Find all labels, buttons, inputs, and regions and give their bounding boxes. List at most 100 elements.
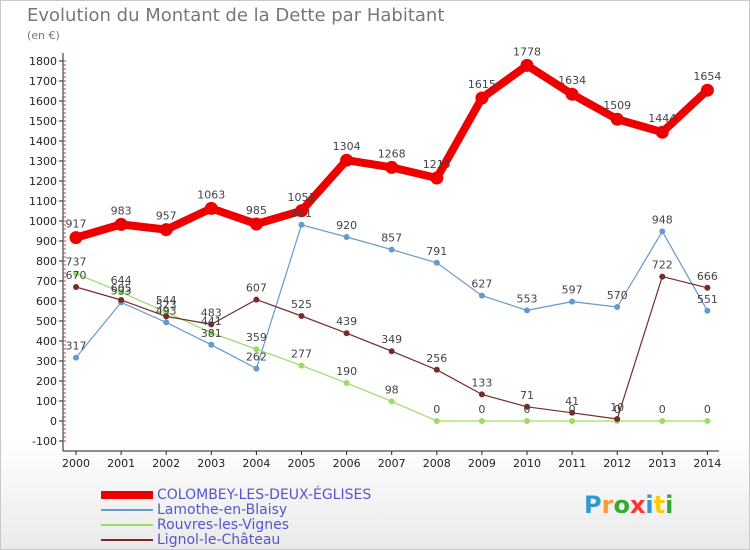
data-label: 262 xyxy=(246,351,267,364)
data-label: 722 xyxy=(652,259,673,272)
data-point xyxy=(659,228,666,235)
legend-label: Lignol-le-Château xyxy=(157,532,281,548)
data-point xyxy=(295,204,308,218)
data-label: 0 xyxy=(524,403,531,416)
data-label: 317 xyxy=(66,340,87,353)
data-point xyxy=(204,201,218,215)
data-point xyxy=(343,380,350,386)
data-label: 0 xyxy=(704,403,711,416)
data-label: 593 xyxy=(111,284,132,297)
data-label: 1063 xyxy=(197,188,225,201)
data-point xyxy=(475,91,489,105)
data-label: 493 xyxy=(156,304,177,317)
x-tick-label: 2001 xyxy=(107,457,135,470)
data-point xyxy=(478,391,485,398)
data-label: 256 xyxy=(426,352,447,365)
data-label: 791 xyxy=(426,245,447,258)
data-point xyxy=(388,348,395,355)
data-label: 0 xyxy=(433,403,440,416)
y-tick-label: 500 xyxy=(36,315,57,328)
x-tick-label: 2011 xyxy=(558,457,586,470)
data-point xyxy=(73,354,79,361)
data-point xyxy=(343,330,350,337)
data-point xyxy=(433,418,440,424)
data-point xyxy=(565,87,579,101)
data-label: 670 xyxy=(66,269,87,282)
unit-label: (en €) xyxy=(27,29,60,42)
data-label: 190 xyxy=(336,365,357,378)
data-label: 441 xyxy=(201,315,222,328)
data-point xyxy=(298,221,305,228)
data-point xyxy=(163,309,170,316)
legend-label: COLOMBEY-LES-DEUX-ÉGLISES xyxy=(157,487,372,503)
y-tick-label: 1100 xyxy=(29,195,57,208)
y-tick-label: 1200 xyxy=(29,175,57,188)
x-tick-label: 2008 xyxy=(423,457,451,470)
data-label: 1215 xyxy=(423,158,451,171)
x-tick-label: 2006 xyxy=(333,457,361,470)
data-label: 98 xyxy=(385,383,399,396)
data-label: 605 xyxy=(111,282,132,295)
y-tick-label: 1500 xyxy=(29,115,57,128)
data-label: 981 xyxy=(291,207,312,220)
data-point xyxy=(700,83,714,97)
proxiti-logo: Proxiti xyxy=(584,491,674,519)
data-point xyxy=(388,246,395,253)
data-label: 381 xyxy=(201,327,222,340)
data-point xyxy=(163,313,170,320)
data-label: 525 xyxy=(291,298,312,311)
x-tick-label: 2014 xyxy=(693,457,721,470)
x-tick-label: 2000 xyxy=(62,457,90,470)
data-point xyxy=(118,297,125,303)
data-label: 957 xyxy=(156,210,177,223)
y-tick-label: 1300 xyxy=(29,155,57,168)
data-point xyxy=(298,313,305,319)
data-label: 627 xyxy=(471,278,492,291)
data-label: 523 xyxy=(156,298,177,311)
y-tick-label: 100 xyxy=(36,395,57,408)
data-point xyxy=(118,289,125,296)
x-tick-label: 2010 xyxy=(513,457,541,470)
x-tick-label: 2007 xyxy=(378,457,406,470)
y-tick-label: -100 xyxy=(32,435,57,448)
data-point xyxy=(433,366,440,373)
x-tick-label: 2004 xyxy=(242,457,270,470)
data-label: 439 xyxy=(336,315,357,328)
data-label: 1634 xyxy=(558,74,586,87)
data-label: 1444 xyxy=(648,112,676,125)
data-point xyxy=(659,273,666,280)
x-tick-label: 2012 xyxy=(603,457,631,470)
x-tick-label: 2002 xyxy=(152,457,180,470)
x-tick-label: 2003 xyxy=(197,457,225,470)
data-point xyxy=(569,298,576,305)
data-point xyxy=(430,171,444,185)
data-point xyxy=(614,304,621,310)
data-label: 553 xyxy=(517,292,538,305)
data-label: 0 xyxy=(569,403,576,416)
data-point xyxy=(520,58,534,72)
y-tick-label: 1400 xyxy=(29,135,57,148)
data-label: 1778 xyxy=(513,45,541,58)
data-point xyxy=(478,292,485,299)
data-label: 948 xyxy=(652,213,673,226)
data-point xyxy=(610,112,624,126)
data-point xyxy=(659,418,666,424)
data-point xyxy=(655,125,669,139)
data-label: 10 xyxy=(610,401,624,414)
data-label: 857 xyxy=(381,232,402,245)
data-label: 41 xyxy=(565,395,579,408)
data-label: 0 xyxy=(659,403,666,416)
data-point xyxy=(159,223,173,237)
data-point xyxy=(340,153,354,167)
x-tick-label: 2009 xyxy=(468,457,496,470)
data-point xyxy=(69,231,83,245)
data-point xyxy=(478,418,485,424)
y-tick-label: 600 xyxy=(36,295,57,308)
data-label: 359 xyxy=(246,331,267,344)
x-tick-label: 2005 xyxy=(288,457,316,470)
chart-title: Evolution du Montant de la Dette par Hab… xyxy=(27,5,445,26)
data-point xyxy=(704,307,711,314)
data-label: 985 xyxy=(246,204,267,217)
y-tick-label: 700 xyxy=(36,275,57,288)
